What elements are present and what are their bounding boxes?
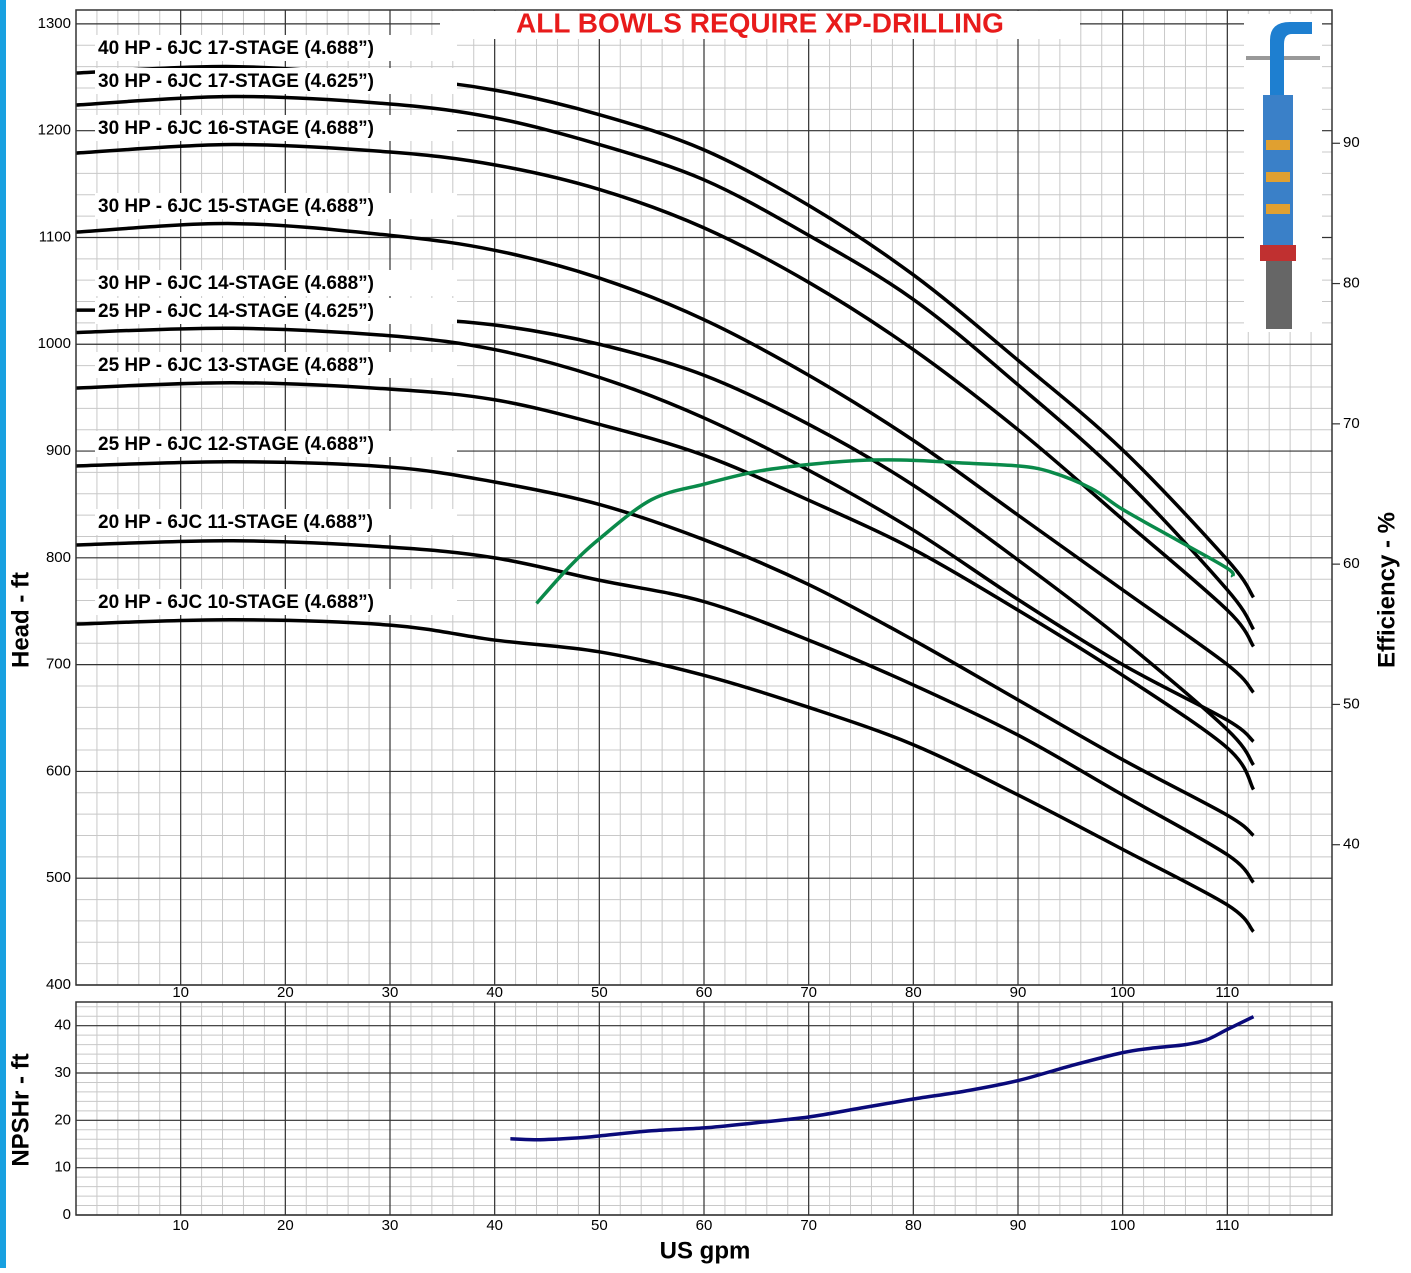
y-axis-title: Head - ft bbox=[7, 572, 34, 668]
x-tick-label: 50 bbox=[591, 1217, 608, 1234]
y2-tick-label: 70 bbox=[1343, 415, 1360, 432]
y2-tick-label: 90 bbox=[1343, 134, 1360, 151]
curve-label: 30 HP - 6JC 16-STAGE (4.688”) bbox=[98, 118, 374, 139]
curve bbox=[75, 459, 1255, 837]
pump-motor bbox=[1266, 261, 1292, 329]
x-tick-label: 30 bbox=[382, 1217, 399, 1234]
x-tick-label: 70 bbox=[800, 1217, 817, 1234]
pump-discharge bbox=[1270, 22, 1312, 95]
curve bbox=[75, 94, 1256, 631]
label-bg bbox=[95, 589, 457, 615]
y2-tick-label: 60 bbox=[1343, 555, 1360, 572]
x-tick-label: 90 bbox=[1010, 984, 1027, 1001]
curve bbox=[75, 326, 1255, 743]
y-tick-label: 30 bbox=[54, 1064, 71, 1081]
label-bg bbox=[95, 193, 457, 219]
x-tick-label: 60 bbox=[696, 1217, 713, 1234]
x-tick-label: 60 bbox=[696, 984, 713, 1001]
label-bg bbox=[95, 431, 457, 457]
x-tick-label: 30 bbox=[382, 984, 399, 1001]
curve-label: 25 HP - 6JC 13-STAGE (4.688”) bbox=[98, 355, 374, 376]
npsh-axis-title: NPSHr - ft bbox=[7, 1053, 34, 1166]
plot-frame bbox=[75, 9, 1333, 986]
y-tick-label: 600 bbox=[46, 762, 71, 779]
pump-impeller bbox=[1266, 140, 1290, 150]
y-tick-label: 0 bbox=[63, 1206, 71, 1223]
side-stripe bbox=[0, 0, 6, 1268]
x-axis-title: US gpm bbox=[660, 1237, 751, 1264]
curve-label: 30 HP - 6JC 17-STAGE (4.625”) bbox=[98, 71, 374, 92]
pump-bowls bbox=[1263, 95, 1293, 245]
y-tick-label: 1200 bbox=[38, 122, 71, 139]
label-bg bbox=[95, 352, 457, 378]
label-bg bbox=[95, 35, 457, 61]
y-tick-label: 700 bbox=[46, 656, 71, 673]
curve-label: 40 HP - 6JC 17-STAGE (4.688”) bbox=[98, 38, 374, 59]
y-tick-label: 800 bbox=[46, 549, 71, 566]
curve bbox=[510, 1015, 1255, 1142]
x-tick-label: 20 bbox=[277, 984, 294, 1001]
x-tick-label: 40 bbox=[486, 984, 503, 1001]
curve bbox=[75, 221, 1255, 694]
label-bg bbox=[95, 298, 457, 324]
curve bbox=[75, 142, 1255, 648]
x-tick-label: 40 bbox=[486, 1217, 503, 1234]
y2-axis-title: Efficiency - % bbox=[1373, 512, 1400, 668]
pump-intake bbox=[1260, 245, 1296, 261]
curve-label: 25 HP - 6JC 12-STAGE (4.688”) bbox=[98, 434, 374, 455]
y-tick-label: 400 bbox=[46, 976, 71, 993]
chart-title: ALL BOWLS REQUIRE XP-DRILLING bbox=[516, 7, 1004, 38]
label-bg bbox=[95, 509, 457, 535]
pump-impeller bbox=[1266, 204, 1290, 214]
x-tick-label: 10 bbox=[172, 1217, 189, 1234]
pump-illustration bbox=[1244, 14, 1322, 332]
curve-label: 25 HP - 6JC 14-STAGE (4.625”) bbox=[98, 301, 374, 322]
x-tick-label: 20 bbox=[277, 1217, 294, 1234]
pump-impeller bbox=[1266, 172, 1290, 182]
y-tick-label: 1000 bbox=[38, 335, 71, 352]
x-tick-label: 80 bbox=[905, 1217, 922, 1234]
y2-tick-label: 50 bbox=[1343, 695, 1360, 712]
x-tick-label: 100 bbox=[1110, 1217, 1135, 1234]
x-tick-label: 90 bbox=[1010, 1217, 1027, 1234]
x-tick-label: 70 bbox=[800, 984, 817, 1001]
label-bg bbox=[95, 270, 457, 296]
y-tick-label: 900 bbox=[46, 442, 71, 459]
grid: 10 20 30 40 50 60 70 80 90 100 1104005006007008009… bbox=[38, 10, 1360, 1234]
title-bg bbox=[440, 11, 1080, 39]
x-tick-label: 50 bbox=[591, 984, 608, 1001]
y2-tick-label: 40 bbox=[1343, 836, 1360, 853]
curve bbox=[75, 538, 1255, 884]
y-tick-label: 10 bbox=[54, 1159, 71, 1176]
label-bg bbox=[95, 115, 457, 141]
label-bg bbox=[95, 68, 457, 94]
x-tick-label: 10 bbox=[172, 984, 189, 1001]
curve-label: 20 HP - 6JC 10-STAGE (4.688”) bbox=[98, 592, 374, 613]
x-tick-label: 110 bbox=[1215, 1217, 1239, 1234]
x-tick-label: 110 bbox=[1215, 984, 1239, 1001]
plot-frame bbox=[75, 1001, 1333, 1216]
x-tick-label: 100 bbox=[1110, 984, 1135, 1001]
frames bbox=[75, 9, 1333, 1216]
curve bbox=[75, 380, 1256, 791]
curve-label: 20 HP - 6JC 11-STAGE (4.688”) bbox=[98, 512, 373, 533]
y-tick-label: 1300 bbox=[38, 15, 71, 32]
y-tick-label: 20 bbox=[54, 1111, 71, 1128]
curve bbox=[75, 618, 1255, 933]
curve-label: 30 HP - 6JC 15-STAGE (4.688”) bbox=[98, 196, 374, 217]
curve bbox=[75, 308, 1255, 767]
y-tick-label: 1100 bbox=[39, 228, 71, 245]
y-tick-label: 40 bbox=[54, 1017, 71, 1034]
labels: 40 HP - 6JC 17-STAGE (4.688”) 30 HP - 6JC… bbox=[95, 7, 1080, 615]
efficiency-curve bbox=[535, 458, 1235, 605]
y2-tick-label: 80 bbox=[1343, 275, 1360, 292]
x-tick-label: 80 bbox=[905, 984, 922, 1001]
y-tick-label: 500 bbox=[46, 869, 71, 886]
curve-label: 30 HP - 6JC 14-STAGE (4.688”) bbox=[98, 273, 374, 294]
